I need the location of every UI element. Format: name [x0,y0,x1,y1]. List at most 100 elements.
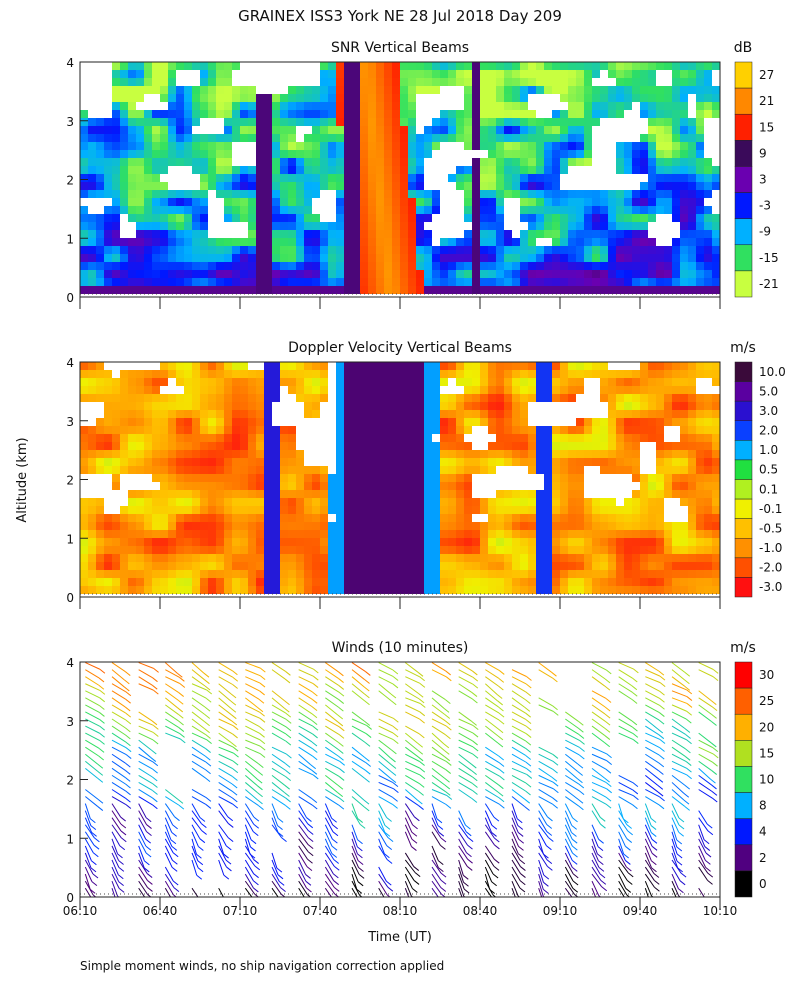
doppler-cell [112,426,120,434]
snr-cell [336,174,344,182]
doppler-cell [264,434,272,442]
wind-barb [191,789,207,798]
doppler-cell [408,370,416,378]
doppler-cell [296,570,304,578]
snr-cell [688,118,696,126]
snr-cell [288,182,296,190]
doppler-cell [80,506,88,514]
snr-cell [96,286,104,294]
snr-cell [168,198,176,206]
doppler-cell [704,458,712,466]
doppler-cell [352,410,360,418]
snr-cell [512,142,520,150]
doppler-cell [96,386,104,394]
doppler-cell [344,450,352,458]
doppler-cell [128,578,136,586]
snr-cell [240,278,248,286]
snr-cell [376,238,384,246]
doppler-cell [600,378,608,386]
snr-cell [544,262,552,270]
snr-cell [376,198,384,206]
doppler-cell [608,386,616,394]
snr-cell [240,246,248,254]
doppler-cell [120,434,128,442]
snr-cell [560,134,568,142]
doppler-cell [152,410,160,418]
snr-cell [192,110,200,118]
wind-barb [191,859,198,876]
wind-barb [298,767,314,776]
wind-barb-flag [392,676,399,681]
doppler-cell [520,418,528,426]
snr-cell [568,254,576,262]
doppler-cell [264,426,272,434]
snr-cell [216,246,224,254]
snr-cell [704,254,712,262]
doppler-cell [464,562,472,570]
snr-cell [328,270,336,278]
doppler-cell [160,450,168,458]
snr-cell [448,134,456,142]
snr-cell [392,206,400,214]
doppler-cell [232,442,240,450]
doppler-cell [160,458,168,466]
wind-barb [378,796,393,805]
snr-cell [408,166,416,174]
snr-cell [584,62,592,70]
snr-cell [640,206,648,214]
wind-barb-flag [384,853,390,859]
wind-barb [351,669,365,680]
snr-cell [432,198,440,206]
doppler-cell [608,458,616,466]
snr-cell [184,134,192,142]
doppler-cell [440,410,448,418]
snr-cell [144,110,152,118]
doppler-cell [696,370,704,378]
doppler-cell [408,514,416,522]
wind-barb [138,767,153,778]
doppler-cell [616,586,624,594]
doppler-cell [520,586,528,594]
snr-cell [248,278,256,286]
doppler-cell [272,538,280,546]
doppler-cell [104,554,112,562]
wind-barb-flag [310,764,317,770]
snr-cell [96,150,104,158]
snr-cell [472,110,480,118]
wind-barb-flag [385,880,392,886]
wind-barb [84,873,91,890]
wind-barb-flag [440,887,447,892]
snr-cell [408,134,416,142]
snr-cell [640,190,648,198]
snr-cell [320,278,328,286]
snr-cell [664,134,672,142]
doppler-cell [544,450,552,458]
snr-cell [136,190,144,198]
doppler-cell [304,562,312,570]
snr-cell [304,134,312,142]
doppler-cell [472,522,480,530]
doppler-cell [104,378,112,386]
wind-barb-flag [253,887,259,893]
doppler-cell [640,394,648,402]
doppler-cell [416,402,424,410]
snr-cell [432,62,440,70]
doppler-cell [80,466,88,474]
wind-barb [378,831,388,846]
doppler-cell [496,530,504,538]
doppler-cell [512,522,520,530]
wind-barb-flag [225,845,232,851]
snr-cell [256,230,264,238]
wind-barb-flag [339,768,345,774]
doppler-cell [320,530,328,538]
doppler-cell [208,450,216,458]
doppler-cell [360,538,368,546]
doppler-cell [104,546,112,554]
snr-cell [392,286,400,294]
snr-cell [512,134,520,142]
snr-cell [104,246,112,254]
wind-barb-flag [284,784,290,790]
snr-cell [696,254,704,262]
plot-area [80,62,720,294]
wind-barb-flag [387,886,394,892]
